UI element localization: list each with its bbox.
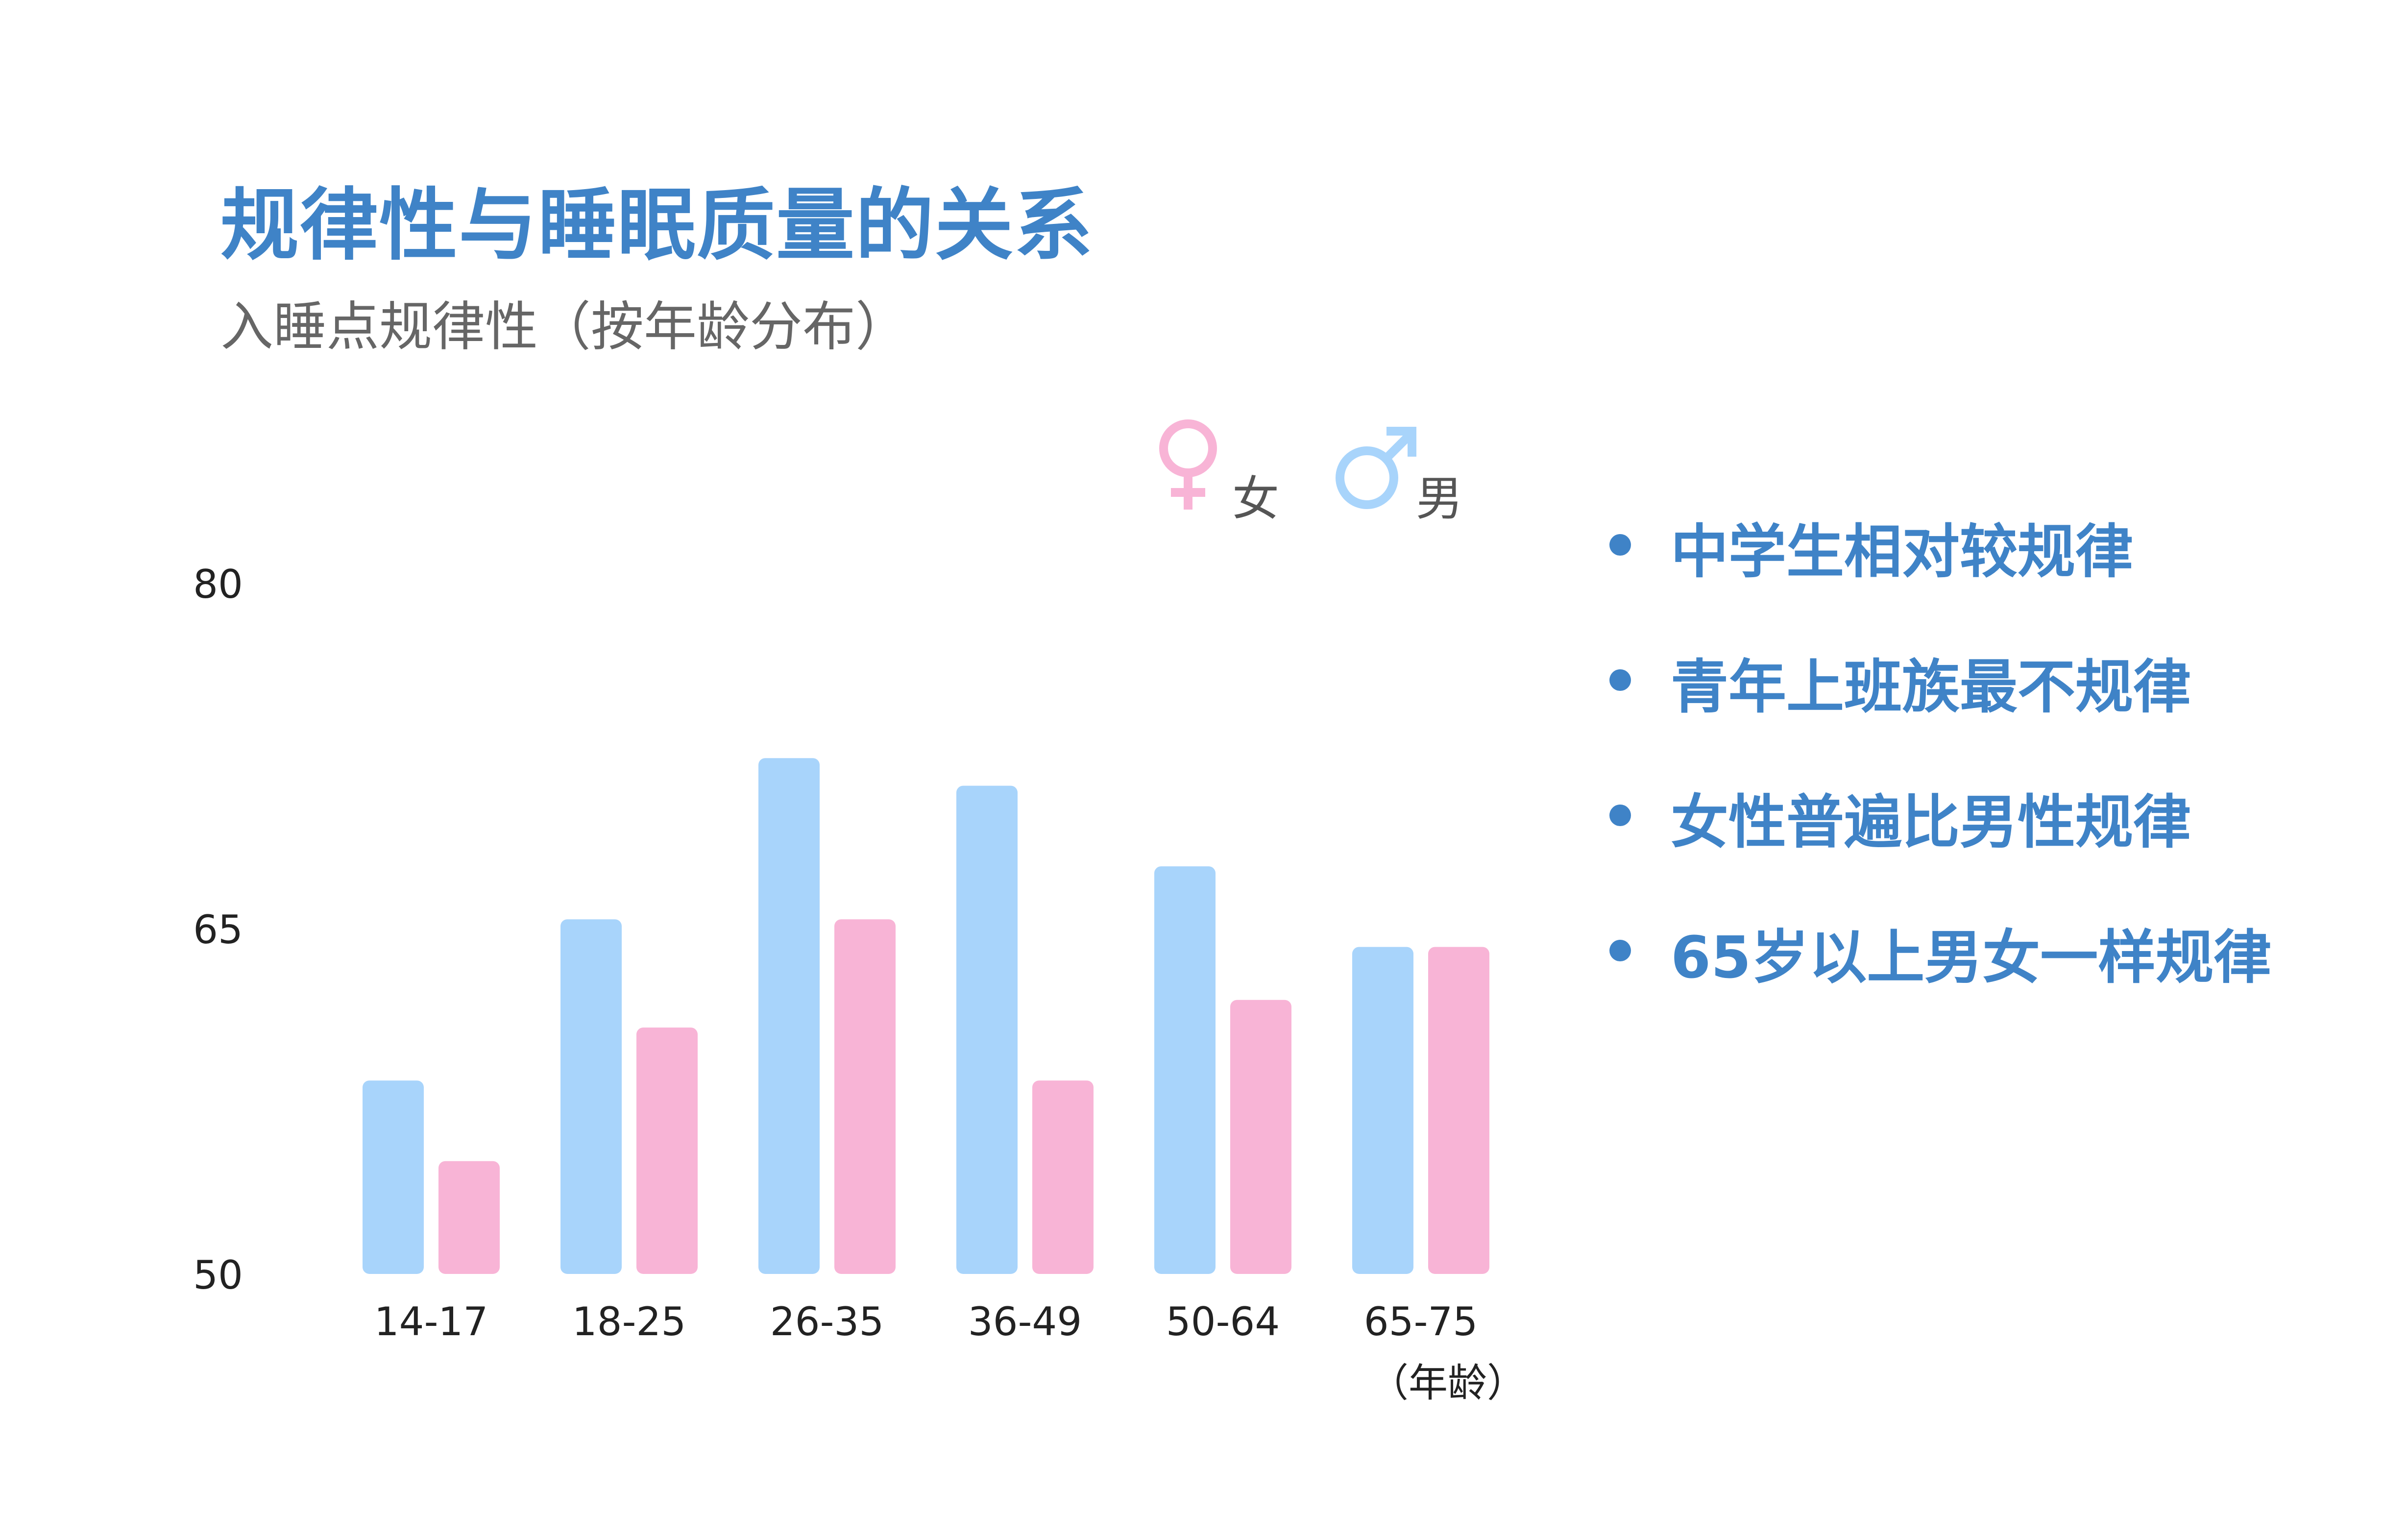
x-tick-label: 65-75 <box>1364 1299 1478 1344</box>
takeaway-text: 女性普遍比男性规律 <box>1671 788 2191 856</box>
bar-female-14-17 <box>438 1161 500 1274</box>
bar-female-50-64 <box>1230 1000 1291 1274</box>
legend: 女 男 <box>1151 416 1494 526</box>
x-tick-label: 26-35 <box>770 1299 884 1344</box>
legend-label-male: 男 <box>1416 471 1463 526</box>
takeaway-text: 65岁以上男女一样规律 <box>1671 924 2272 991</box>
takeaway-text: 中学生相对较规律 <box>1671 518 2134 586</box>
takeaway-list: 中学生相对较规律 青年上班族最不规律 女性普遍比男性规律 65岁以上男女一样规律 <box>1602 505 2271 1046</box>
y-tick-label: 50 <box>193 1252 243 1298</box>
x-tick-label: 14-17 <box>374 1299 488 1344</box>
y-tick-label: 80 <box>193 562 243 607</box>
chart-subtitle: 入睡点规律性（按年龄分布） <box>220 296 909 358</box>
x-axis-label: （年龄） <box>1369 1360 1526 1406</box>
male-symbol-icon <box>1336 427 1416 509</box>
bullet-dot <box>1609 534 1631 556</box>
y-tick-label: 65 <box>193 907 243 953</box>
takeaway-item: 女性普遍比男性规律 <box>1602 775 2271 910</box>
bullet-dot <box>1609 940 1631 961</box>
takeaway-text: 青年上班族最不规律 <box>1671 653 2191 721</box>
bar-male-14-17 <box>363 1080 424 1274</box>
bar-female-36-49 <box>1032 1080 1094 1274</box>
bullet-dot <box>1609 669 1631 691</box>
takeaway-item: 中学生相对较规律 <box>1602 505 2271 640</box>
takeaway-item: 65岁以上男女一样规律 <box>1602 910 2271 1046</box>
bar-male-18-25 <box>560 919 622 1274</box>
bar-female-65-75 <box>1428 947 1489 1274</box>
bar-male-50-64 <box>1154 866 1216 1274</box>
bar-chart: 50 65 80 14-17 18-25 26-35 36-49 50-64 65-75 （年龄） <box>193 562 1526 1406</box>
x-tick-label: 18-25 <box>572 1299 686 1344</box>
bar-male-65-75 <box>1352 947 1413 1274</box>
bar-male-36-49 <box>956 785 1018 1274</box>
female-symbol-icon <box>1159 419 1217 510</box>
x-tick-label: 50-64 <box>1166 1299 1280 1344</box>
takeaway-item: 青年上班族最不规律 <box>1602 640 2271 775</box>
legend-label-female: 女 <box>1232 471 1279 526</box>
x-tick-label: 36-49 <box>968 1299 1082 1344</box>
chart-title: 规律性与睡眠质量的关系 <box>220 179 1094 271</box>
bullet-dot <box>1609 805 1631 826</box>
bar-female-26-35 <box>834 919 896 1274</box>
bar-female-18-25 <box>636 1027 698 1274</box>
bar-male-26-35 <box>758 758 820 1274</box>
